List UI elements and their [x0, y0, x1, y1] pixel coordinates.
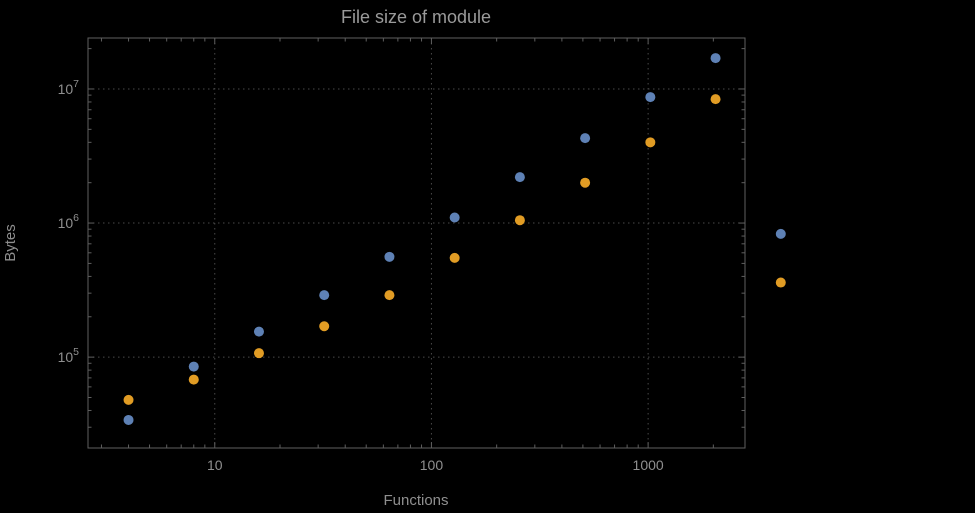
- data-point-blue: [123, 414, 134, 425]
- data-point-orange: [710, 94, 721, 105]
- data-point-blue: [319, 290, 330, 301]
- plot-title: File size of module: [341, 7, 491, 27]
- data-point-blue: [775, 228, 786, 239]
- data-point-blue: [514, 172, 525, 183]
- data-point-blue: [188, 361, 199, 372]
- x-tick-label: 100: [420, 457, 444, 473]
- data-point-orange: [123, 394, 134, 405]
- data-point-orange: [514, 215, 525, 226]
- data-point-orange: [580, 177, 591, 188]
- data-point-orange: [384, 290, 395, 301]
- data-point-blue: [580, 133, 591, 144]
- data-point-orange: [319, 321, 330, 332]
- data-point-blue: [449, 212, 460, 223]
- y-axis-label: Bytes: [2, 224, 19, 262]
- y-tick-label: 105: [58, 346, 80, 365]
- data-point-blue: [384, 251, 395, 262]
- data-point-orange: [645, 137, 656, 148]
- data-point-orange: [188, 374, 199, 385]
- data-point-orange: [449, 252, 460, 263]
- y-tick-label: 107: [58, 78, 80, 97]
- data-point-blue: [253, 326, 264, 337]
- data-point-blue: [645, 92, 656, 103]
- data-point-blue: [710, 53, 721, 64]
- x-tick-label: 1000: [633, 457, 664, 473]
- y-tick-label: 106: [58, 212, 80, 231]
- x-axis-label: Functions: [383, 492, 448, 509]
- data-point-orange: [253, 348, 264, 359]
- data-point-orange: [775, 277, 786, 288]
- plot-frame: [87, 37, 746, 449]
- x-tick-label: 10: [207, 457, 223, 473]
